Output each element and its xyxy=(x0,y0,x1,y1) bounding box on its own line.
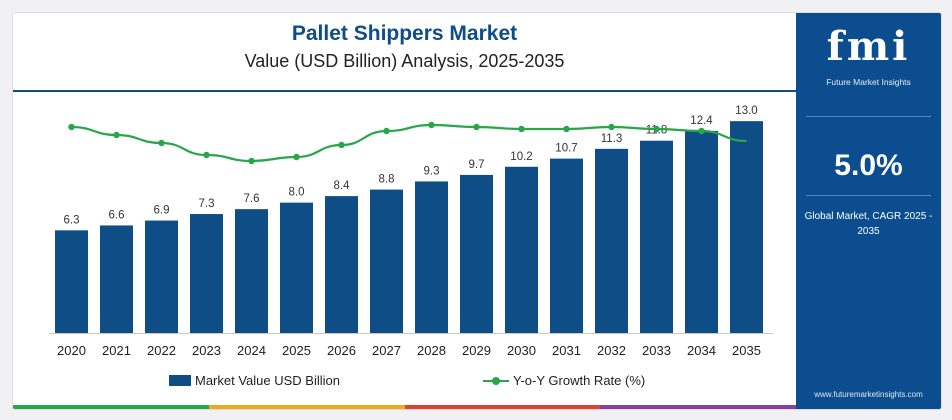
legend-item-bars: Market Value USD Billion xyxy=(169,373,340,388)
growth-point xyxy=(473,123,480,131)
x-tick-label: 2034 xyxy=(687,343,716,358)
bar-value-label: 6.6 xyxy=(109,209,125,221)
bar-value-label: 8.0 xyxy=(289,187,305,199)
growth-point xyxy=(563,125,570,133)
growth-point xyxy=(293,153,300,161)
legend-line-swatch xyxy=(483,375,509,387)
growth-point xyxy=(248,157,255,165)
bar-value-label: 6.9 xyxy=(154,205,170,217)
legend-bar-label: Market Value USD Billion xyxy=(195,373,340,388)
x-tick-label: 2035 xyxy=(732,343,761,358)
growth-point xyxy=(518,125,525,133)
bar-value-label: 7.6 xyxy=(244,193,260,205)
bar-value-label: 8.4 xyxy=(334,180,351,192)
bar-value-label: 13.0 xyxy=(735,105,757,117)
bar-2029 xyxy=(460,174,493,333)
growth-point xyxy=(428,121,435,129)
x-tick-label: 2025 xyxy=(282,343,311,358)
bar-value-label: 11.3 xyxy=(601,133,623,145)
x-tick-label: 2030 xyxy=(507,343,536,358)
logo-wordmark: fmi xyxy=(826,23,911,70)
bar-2028 xyxy=(415,181,448,333)
bar-2034 xyxy=(685,130,718,333)
bar-value-label: 8.8 xyxy=(379,174,395,186)
growth-point xyxy=(383,127,390,135)
bar-value-label: 10.7 xyxy=(555,143,577,155)
growth-point xyxy=(68,123,75,131)
x-tick-label: 2033 xyxy=(642,343,671,358)
bar-value-label: 10.2 xyxy=(510,151,532,163)
x-tick-label: 2022 xyxy=(147,343,176,358)
x-tick-label: 2026 xyxy=(327,343,356,358)
bar-2020 xyxy=(55,230,88,333)
bar-2023 xyxy=(190,214,223,333)
x-tick-label: 2020 xyxy=(57,343,86,358)
growth-point xyxy=(113,131,120,139)
growth-point xyxy=(203,151,210,159)
x-tick-label: 2024 xyxy=(237,343,266,358)
bar-2026 xyxy=(325,196,358,333)
bottom-color-stripe xyxy=(13,405,796,409)
cagr-label: Global Market, CAGR 2025 - 2035 xyxy=(804,211,933,237)
bar-2025 xyxy=(280,202,313,333)
panel-divider xyxy=(806,116,931,117)
chart-subtitle: Value (USD Billion) Analysis, 2025-2035 xyxy=(244,51,565,71)
growth-point xyxy=(653,125,660,133)
legend-bar-swatch xyxy=(169,375,191,386)
side-panel: fmi Future Market Insights 5.0% Global M… xyxy=(796,13,941,409)
x-tick-label: 2032 xyxy=(597,343,626,358)
bar-2030 xyxy=(505,166,538,333)
fmi-logo: fmi Future Market Insights xyxy=(796,13,941,103)
panel-divider xyxy=(806,195,931,196)
bar-2027 xyxy=(370,189,403,333)
bar-2035 xyxy=(730,121,763,333)
growth-point xyxy=(338,141,345,149)
growth-point xyxy=(608,123,615,131)
bar-2022 xyxy=(145,220,178,333)
legend-item-line: Y-o-Y Growth Rate (%) xyxy=(483,373,645,388)
growth-point xyxy=(698,127,705,135)
bar-value-label: 6.3 xyxy=(64,214,80,226)
bar-2031 xyxy=(550,158,583,333)
bar-value-label: 9.3 xyxy=(424,165,440,177)
chart-title: Pallet Shippers Market xyxy=(291,22,518,45)
bar-2032 xyxy=(595,148,628,333)
chart-header: Pallet Shippers Market Value (USD Billio… xyxy=(13,13,796,91)
bar-value-label: 7.3 xyxy=(199,198,215,210)
growth-point xyxy=(158,139,165,147)
bar-2021 xyxy=(100,225,133,333)
chart-plot: 6.3 2020 6.6 2021 6.9 2022 7.3 2023 7.6 2024 8.0 20… xyxy=(49,105,773,358)
x-tick-label: 2027 xyxy=(372,343,401,358)
bar-2024 xyxy=(235,209,268,333)
header-divider xyxy=(13,90,796,92)
x-tick-label: 2029 xyxy=(462,343,491,358)
bar-2033 xyxy=(640,140,673,333)
x-tick-label: 2023 xyxy=(192,343,221,358)
x-tick-label: 2021 xyxy=(102,343,131,358)
chart-card: Pallet Shippers Market Value (USD Billio… xyxy=(12,12,942,410)
growth-line xyxy=(71,123,747,163)
bar-value-label: 9.7 xyxy=(469,159,485,171)
x-tick-label: 2028 xyxy=(417,343,446,358)
bar-value-label: 12.4 xyxy=(690,115,713,127)
logo-subtitle: Future Market Insights xyxy=(826,77,911,87)
x-tick-label: 2031 xyxy=(552,343,581,358)
legend-line-label: Y-o-Y Growth Rate (%) xyxy=(513,373,646,388)
website-link[interactable]: www.futuremarketinsights.com xyxy=(814,390,923,399)
cagr-value: 5.0% xyxy=(834,149,903,182)
